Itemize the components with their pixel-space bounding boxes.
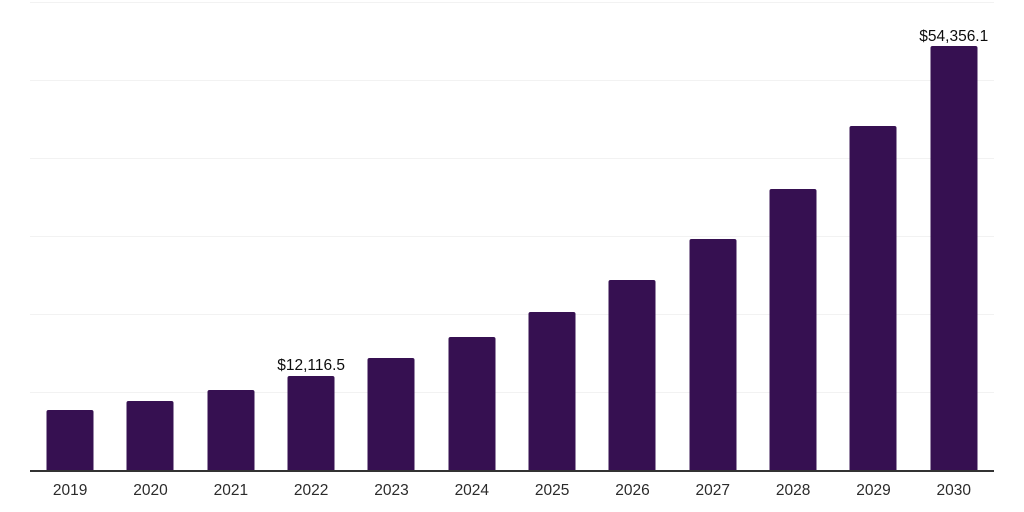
gridlines [30,2,994,470]
bar-2027 [689,239,737,470]
bar-2021 [207,389,255,470]
bar-2024 [448,337,496,470]
x-tick-2026: 2026 [615,482,650,499]
gridline-50000 [30,80,994,81]
bar-column-2022: $12,116.5 [271,2,351,470]
bar-column-2030: $54,356.1 [914,2,994,470]
bar-column-2021 [191,2,271,470]
x-tick-2027: 2027 [695,482,731,499]
x-axis-labels: 2019 2020 2021 2022 2023 2024 2025 2026 2027 2028… [30,481,994,501]
bar-column-2023 [351,2,431,470]
x-tick-2029: 2029 [856,482,891,499]
bar-column-2020 [110,2,190,470]
gridline-60000 [30,2,994,3]
x-tick-2030: 2030 [936,482,972,499]
x-tick-2020: 2020 [133,482,168,499]
bar-2026 [608,279,656,470]
x-tick-2019: 2019 [52,482,88,499]
bar-column-2025 [512,2,592,470]
bar-2019 [46,409,94,470]
x-tick-2025: 2025 [534,482,570,499]
bar-column-2027 [673,2,753,470]
bar-2030 [930,46,978,470]
gridline-40000 [30,158,994,159]
value-label-2022: $12,116.5 [277,357,346,374]
bars: $12,116.5 $54,356.1 [30,2,994,470]
gridline-10000 [30,392,994,393]
bar-2025 [528,312,576,470]
x-tick-2022: 2022 [293,482,329,499]
x-tick-2024: 2024 [454,482,490,499]
bar-column-2026 [592,2,672,470]
bar-2020 [126,401,174,470]
bar-2028 [769,189,817,470]
bar-column-2024 [432,2,512,470]
bar-2023 [367,358,415,470]
x-tick-2021: 2021 [213,482,249,499]
x-tick-2023: 2023 [374,482,409,499]
gridline-30000 [30,236,994,237]
value-label-2030: $54,356.1 [919,27,989,45]
bar-2022 [287,375,335,470]
bar-column-2028 [753,2,833,470]
x-tick-2028: 2028 [775,482,811,499]
plot-area: $12,116.5 $54,356.1 [30,2,994,472]
bar-column-2019 [30,2,110,470]
bar-column-2029 [833,2,913,470]
gridline-20000 [30,314,994,315]
bar-2029 [849,126,897,470]
